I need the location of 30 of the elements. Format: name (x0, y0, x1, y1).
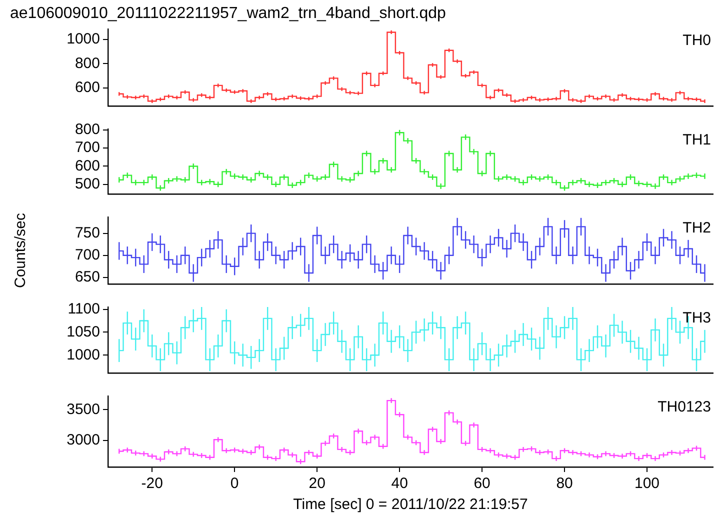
y-tick-label: 1000 (66, 346, 100, 364)
chart-title: ae106009010_20111022211957_wam2_trn_4band_short.qdp (10, 5, 446, 22)
y-tick-label: 600 (74, 157, 100, 174)
y-tick-label: 1000 (66, 30, 100, 48)
y-tick-label: 700 (74, 139, 100, 156)
y-tick-label: 650 (74, 268, 100, 286)
y-tick-label: 800 (74, 121, 100, 138)
text: TH0123 (658, 398, 711, 416)
y-tick-label: 600 (74, 79, 100, 96)
y-tick-label: 500 (74, 176, 100, 193)
x-tick-label: 60 (474, 475, 490, 492)
y-tick-label: 700 (74, 246, 100, 264)
y-axis-title: Counts/sec (12, 212, 30, 288)
series-label: TH2 (682, 220, 711, 237)
y-tick-label: 750 (74, 224, 100, 242)
series-label: TH1 (682, 132, 711, 149)
x-tick-label: 100 (634, 475, 660, 492)
y-tick-label: 3500 (66, 400, 100, 418)
y-tick-label: 1100 (68, 300, 100, 318)
y-tick-label: 800 (74, 54, 100, 72)
x-tick-label: 0 (230, 475, 239, 492)
series-label: TH3 (682, 310, 711, 327)
x-tick-label: -20 (141, 475, 163, 492)
x-tick-label: 20 (308, 475, 326, 492)
x-tick-label: 40 (391, 475, 408, 492)
y-tick-label: 1050 (66, 323, 100, 340)
x-axis-title: Time [sec] 0 = 2011/10/22 21:19:57 (293, 496, 528, 514)
y-tick-label: 3000 (66, 431, 100, 448)
text: TH0 (682, 32, 711, 49)
x-tick-label: 80 (556, 475, 573, 492)
